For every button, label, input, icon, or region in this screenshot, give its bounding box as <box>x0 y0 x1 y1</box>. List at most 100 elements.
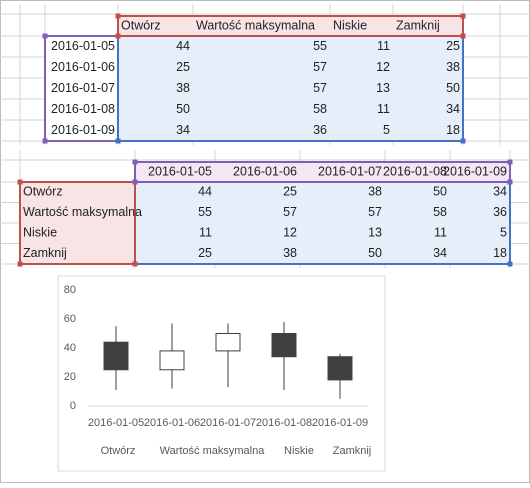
range-fill <box>117 15 464 37</box>
range-handle <box>115 138 121 144</box>
column-header: 2016-01-07 <box>318 164 382 178</box>
cell-value: 57 <box>283 205 297 219</box>
range-handle <box>42 33 48 39</box>
column-header: 2016-01-09 <box>443 164 507 178</box>
row-label: Wartość maksymalna <box>23 205 142 219</box>
y-tick-label: 20 <box>64 371 76 383</box>
x-tick-label: 2016-01-08 <box>256 417 312 429</box>
cell-value: 58 <box>433 205 447 219</box>
cell-value: 58 <box>313 102 327 116</box>
y-tick-label: 80 <box>64 284 76 296</box>
column-header: 2016-01-08 <box>383 164 447 178</box>
range-fill <box>19 181 136 265</box>
cell-value: 25 <box>198 246 212 260</box>
cell-value: 5 <box>500 226 507 240</box>
cell-value: 34 <box>446 102 460 116</box>
range-handle <box>115 13 121 19</box>
candle-body <box>159 350 185 371</box>
cell-value: 12 <box>376 60 390 74</box>
range-handle <box>460 138 466 144</box>
x-tick-label: 2016-01-07 <box>200 417 256 429</box>
range-fill <box>134 161 511 183</box>
column-header: Zamknij <box>396 18 440 32</box>
legend-label: Wartość maksymalna <box>160 445 266 457</box>
cell-value: 25 <box>283 185 297 199</box>
cell-value: 25 <box>446 39 460 53</box>
x-tick-label: 2016-01-09 <box>312 417 368 429</box>
candle-body <box>215 333 241 352</box>
cell-value: 38 <box>446 60 460 74</box>
cell-value: 25 <box>176 60 190 74</box>
row-date: 2016-01-09 <box>51 123 115 137</box>
cell-value: 34 <box>176 123 190 137</box>
legend-label: Zamknij <box>333 445 372 457</box>
cell-value: 44 <box>176 39 190 53</box>
cell-value: 34 <box>493 185 507 199</box>
range-handle <box>507 159 513 165</box>
cell-value: 55 <box>313 39 327 53</box>
y-tick-label: 40 <box>64 342 76 354</box>
range-fill <box>134 181 511 265</box>
cell-value: 11 <box>199 226 212 240</box>
row-label: Zamknij <box>23 246 67 260</box>
cell-value: 36 <box>313 123 327 137</box>
range-handle <box>132 159 138 165</box>
cell-value: 18 <box>446 123 460 137</box>
range-handle <box>507 179 513 185</box>
cell-value: 50 <box>433 185 447 199</box>
candle-body <box>271 333 297 358</box>
range-handle <box>17 179 23 185</box>
cell-value: 11 <box>377 102 390 116</box>
cell-value: 12 <box>283 226 297 240</box>
y-tick-label: 0 <box>70 400 76 412</box>
row-date: 2016-01-06 <box>51 60 115 74</box>
cell-value: 38 <box>283 246 297 260</box>
cell-value: 57 <box>368 205 382 219</box>
y-tick-label: 60 <box>64 313 76 325</box>
x-tick-label: 2016-01-06 <box>144 417 200 429</box>
range-handle <box>115 33 121 39</box>
legend-label: Otwórz <box>101 445 136 457</box>
column-header: Otwórz <box>121 18 161 32</box>
candle-body <box>103 341 129 371</box>
cell-value: 50 <box>446 81 460 95</box>
range-fill <box>117 35 464 142</box>
range-handle <box>17 261 23 267</box>
cell-value: 50 <box>368 246 382 260</box>
cell-value: 11 <box>377 39 390 53</box>
cell-value: 13 <box>368 226 382 240</box>
row-label: Otwórz <box>23 185 63 199</box>
range-handle <box>42 138 48 144</box>
cell-value: 36 <box>493 205 507 219</box>
row-label: Niskie <box>23 226 57 240</box>
column-header: Niskie <box>333 18 367 32</box>
candle-body <box>327 356 353 381</box>
range-fill <box>44 35 119 142</box>
cell-value: 38 <box>176 81 190 95</box>
cell-value: 18 <box>493 246 507 260</box>
cell-value: 38 <box>368 185 382 199</box>
range-handle <box>460 13 466 19</box>
cell-value: 55 <box>198 205 212 219</box>
cell-value: 13 <box>376 81 390 95</box>
range-handle <box>460 33 466 39</box>
column-header: 2016-01-06 <box>233 164 297 178</box>
row-date: 2016-01-05 <box>51 39 115 53</box>
legend-label: Niskie <box>284 445 314 457</box>
x-tick-label: 2016-01-05 <box>88 417 144 429</box>
range-handle <box>507 261 513 267</box>
cell-value: 44 <box>198 185 212 199</box>
cell-value: 5 <box>383 123 390 137</box>
cell-value: 57 <box>313 60 327 74</box>
column-header: 2016-01-05 <box>148 164 212 178</box>
row-date: 2016-01-08 <box>51 102 115 116</box>
row-date: 2016-01-07 <box>51 81 115 95</box>
cell-value: 50 <box>176 102 190 116</box>
cell-value: 11 <box>434 226 447 240</box>
column-header: Wartość maksymalna <box>196 18 315 32</box>
cell-value: 57 <box>313 81 327 95</box>
range-handle <box>132 179 138 185</box>
range-handle <box>132 261 138 267</box>
cell-value: 34 <box>433 246 447 260</box>
